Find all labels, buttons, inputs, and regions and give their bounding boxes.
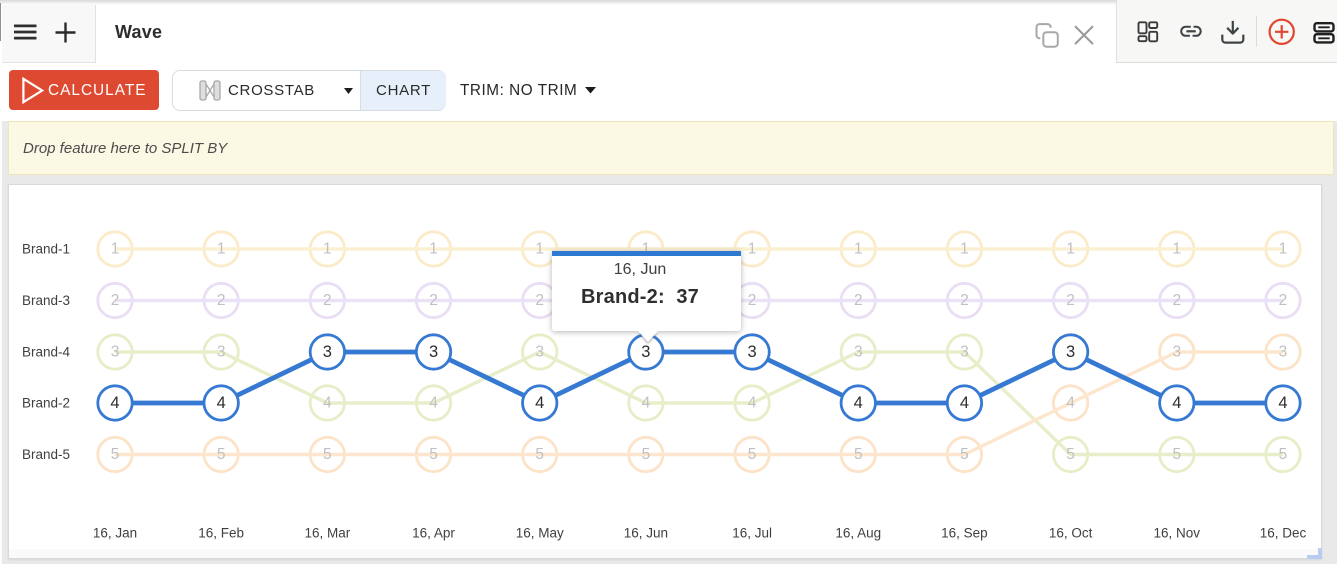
svg-text:5: 5 (429, 446, 438, 463)
svg-text:1: 1 (1066, 241, 1075, 258)
svg-text:5: 5 (217, 446, 226, 463)
svg-text:1: 1 (111, 241, 120, 258)
svg-text:Brand-3: Brand-3 (22, 293, 70, 308)
svg-text:16, Nov: 16, Nov (1154, 526, 1201, 541)
svg-text:Brand-5: Brand-5 (22, 447, 70, 462)
svg-text:1: 1 (1279, 241, 1288, 258)
svg-text:2: 2 (854, 292, 863, 309)
svg-text:3: 3 (429, 343, 438, 361)
svg-text:2: 2 (217, 292, 226, 309)
svg-text:16, Aug: 16, Aug (835, 526, 881, 541)
svg-text:1: 1 (960, 241, 969, 258)
svg-text:16, May: 16, May (516, 526, 564, 541)
svg-text:3: 3 (1066, 343, 1075, 361)
svg-text:4: 4 (217, 394, 226, 412)
svg-text:5: 5 (323, 446, 332, 463)
svg-text:2: 2 (111, 292, 120, 309)
svg-text:16, Oct: 16, Oct (1049, 526, 1093, 541)
svg-text:Brand-2: Brand-2 (22, 396, 70, 411)
svg-text:3: 3 (854, 344, 863, 361)
svg-text:16, Apr: 16, Apr (412, 526, 455, 541)
svg-text:5: 5 (1066, 446, 1075, 463)
svg-text:1: 1 (217, 241, 226, 258)
svg-text:5: 5 (960, 446, 969, 463)
svg-text:4: 4 (960, 394, 969, 412)
svg-text:4: 4 (323, 395, 332, 412)
svg-text:3: 3 (535, 344, 544, 361)
svg-text:4: 4 (642, 395, 651, 412)
svg-text:16, Sep: 16, Sep (941, 526, 988, 541)
svg-text:2: 2 (1172, 292, 1181, 309)
svg-text:16, Jun: 16, Jun (624, 526, 668, 541)
svg-text:1: 1 (748, 241, 757, 258)
svg-text:16, Mar: 16, Mar (304, 526, 350, 541)
svg-text:3: 3 (1279, 344, 1288, 361)
svg-text:4: 4 (110, 394, 119, 412)
svg-text:5: 5 (1172, 446, 1181, 463)
svg-text:5: 5 (854, 446, 863, 463)
svg-text:2: 2 (748, 292, 757, 309)
svg-text:5: 5 (111, 446, 120, 463)
svg-text:2: 2 (960, 292, 969, 309)
svg-text:5: 5 (535, 446, 544, 463)
svg-text:1: 1 (323, 241, 332, 258)
svg-text:4: 4 (748, 395, 757, 412)
svg-text:4: 4 (1066, 395, 1075, 412)
svg-text:16, Jan: 16, Jan (93, 526, 137, 541)
svg-text:2: 2 (323, 292, 332, 309)
svg-text:3: 3 (960, 344, 969, 361)
svg-text:3: 3 (1172, 344, 1181, 361)
svg-text:16, Jul: 16, Jul (732, 526, 772, 541)
svg-text:4: 4 (1172, 394, 1181, 412)
svg-text:1: 1 (535, 241, 544, 258)
svg-text:3: 3 (111, 344, 120, 361)
svg-text:5: 5 (1279, 446, 1288, 463)
svg-text:16, Dec: 16, Dec (1260, 526, 1307, 541)
svg-text:5: 5 (748, 446, 757, 463)
svg-text:1: 1 (429, 241, 438, 258)
svg-text:Brand-4: Brand-4 (22, 345, 71, 360)
svg-text:2: 2 (535, 292, 544, 309)
svg-text:4: 4 (1278, 394, 1287, 412)
svg-text:4: 4 (429, 395, 438, 412)
svg-text:Brand-1: Brand-1 (22, 242, 70, 257)
svg-text:1: 1 (642, 241, 651, 258)
svg-text:4: 4 (535, 394, 544, 412)
svg-text:1: 1 (1172, 241, 1181, 258)
svg-text:16, Feb: 16, Feb (198, 526, 244, 541)
svg-text:3: 3 (323, 343, 332, 361)
svg-text:1: 1 (854, 241, 863, 258)
svg-text:2: 2 (429, 292, 438, 309)
svg-text:5: 5 (642, 446, 651, 463)
svg-text:3: 3 (747, 343, 756, 361)
svg-text:4: 4 (854, 394, 863, 412)
svg-text:2: 2 (1066, 292, 1075, 309)
svg-text:3: 3 (217, 344, 226, 361)
svg-text:2: 2 (1279, 292, 1288, 309)
svg-text:3: 3 (641, 343, 650, 361)
